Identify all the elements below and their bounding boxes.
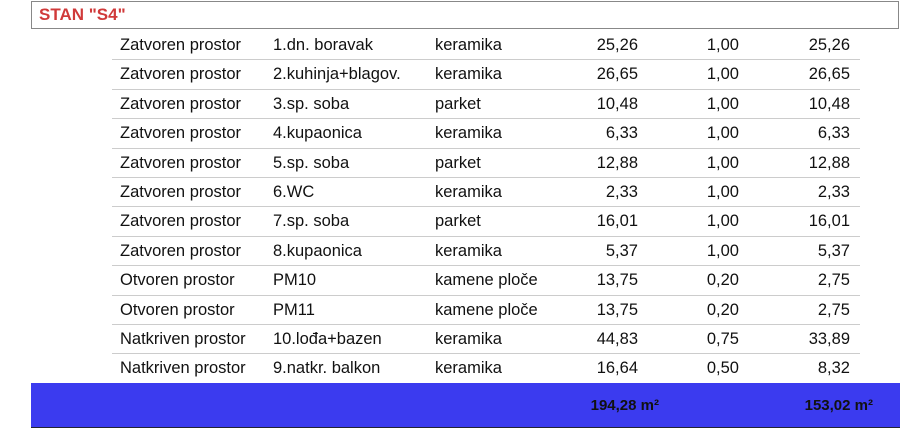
floor-material: parket (435, 94, 481, 113)
room-name: 6.WC (273, 182, 315, 201)
space-type: Otvoren prostor (120, 271, 235, 290)
area: 10,48 (596, 94, 638, 113)
total-gross-area: 194,28 m² (590, 397, 659, 414)
room-name: 9.natkr. balkon (273, 359, 381, 378)
table-row: Zatvoren prostor 3.sp. soba parket 10,48 1,0… (112, 90, 860, 120)
space-type: Zatvoren prostor (120, 153, 242, 172)
coefficient: 1,00 (706, 241, 739, 260)
room-name: 3.sp. soba (273, 94, 350, 113)
area: 13,75 (596, 300, 638, 319)
floor-material: keramika (435, 65, 502, 84)
table-row: Zatvoren prostor 5.sp. soba parket 12,88 1,0… (112, 149, 860, 178)
room-name: 4.kupaonica (273, 124, 362, 143)
table-row: Otvoren prostor PM11 kamene ploče 13,75 0,20… (112, 296, 860, 325)
room-name: 5.sp. soba (273, 153, 350, 172)
floor-material: kamene ploče (435, 300, 538, 319)
room-name: 10.lođa+bazen (273, 329, 382, 348)
room-name: PM10 (273, 271, 317, 290)
space-type: Zatvoren prostor (120, 182, 242, 201)
table-row: Otvoren prostor PM10 kamene ploče 13,75 0,20… (112, 266, 860, 296)
table-row: Zatvoren prostor 6.WC keramika 2,33 1,00 2,33 (112, 178, 860, 208)
floor-material: parket (435, 212, 481, 231)
coefficient: 1,00 (706, 94, 739, 113)
space-type: Natkriven prostor (120, 359, 246, 378)
space-type: Zatvoren prostor (120, 241, 242, 260)
coefficient: 0,50 (706, 359, 739, 378)
table-row: Zatvoren prostor 4.kupaonica keramika 6,33 1… (112, 119, 860, 149)
floor-material: keramika (435, 36, 502, 54)
net-area: 6,33 (817, 124, 850, 143)
net-area: 25,26 (808, 36, 850, 54)
space-type: Zatvoren prostor (120, 94, 242, 113)
floor-material: keramika (435, 124, 502, 143)
coefficient: 1,00 (706, 36, 739, 54)
floor-material: parket (435, 153, 481, 172)
table-row: Zatvoren prostor 8.kupaonica keramika 5,37 1… (112, 237, 860, 267)
net-area: 2,75 (817, 300, 850, 319)
coefficient: 0,75 (706, 329, 739, 348)
space-type: Zatvoren prostor (120, 65, 242, 84)
net-area: 12,88 (808, 153, 850, 172)
table-row: Zatvoren prostor 1.dn. boravak keramika 25,… (112, 31, 860, 61)
table-row: Zatvoren prostor 7.sp. soba parket 16,01 1,0… (112, 207, 860, 237)
room-name: 2.kuhinja+blagov. (273, 65, 401, 84)
area: 6,33 (605, 124, 638, 143)
room-name: PM11 (273, 300, 315, 319)
area: 44,83 (596, 329, 638, 348)
coefficient: 1,00 (706, 182, 739, 201)
room-name: 1.dn. boravak (273, 36, 373, 54)
area: 13,75 (596, 271, 638, 290)
space-type: Zatvoren prostor (120, 212, 242, 231)
coefficient: 0,20 (706, 271, 739, 290)
space-type: Otvoren prostor (120, 300, 235, 319)
coefficient: 1,00 (706, 65, 739, 84)
area: 2,33 (605, 182, 638, 201)
net-area: 2,75 (817, 271, 850, 290)
area: 5,37 (605, 241, 638, 260)
net-area: 2,33 (817, 182, 850, 201)
area: 16,01 (596, 212, 638, 231)
room-name: 8.kupaonica (273, 241, 362, 260)
floor-material: keramika (435, 182, 502, 201)
table-row: Zatvoren prostor 2.kuhinja+blagov. keramik… (112, 60, 860, 90)
coefficient: 1,00 (706, 124, 739, 143)
table-row: Natkriven prostor 10.lođa+bazen keramika 44… (112, 325, 860, 355)
section-title-box: STAN "S4" (31, 1, 899, 29)
floor-material: kamene ploče (435, 271, 538, 290)
net-area: 26,65 (808, 65, 850, 84)
table-row: Natkriven prostor 9.natkr. balkon keramika… (112, 354, 860, 383)
net-area: 16,01 (808, 212, 850, 231)
area: 12,88 (596, 153, 638, 172)
section-title: STAN "S4" (39, 5, 126, 24)
area: 25,26 (596, 36, 638, 54)
area: 26,65 (596, 65, 638, 84)
floor-material: keramika (435, 359, 502, 378)
space-type: Natkriven prostor (120, 329, 246, 348)
rooms-table: Zatvoren prostor 1.dn. boravak keramika 25,… (112, 31, 860, 384)
coefficient: 0,20 (706, 300, 739, 319)
space-type: Zatvoren prostor (120, 36, 242, 54)
total-net-area: 153,02 m² (804, 397, 873, 414)
floor-material: keramika (435, 329, 502, 348)
coefficient: 1,00 (706, 153, 739, 172)
area: 16,64 (596, 359, 638, 378)
net-area: 8,32 (817, 359, 850, 378)
totals-row: 194,28 m² 153,02 m² (31, 383, 900, 428)
net-area: 10,48 (808, 94, 850, 113)
room-name: 7.sp. soba (273, 212, 350, 231)
coefficient: 1,00 (706, 212, 739, 231)
floor-material: keramika (435, 241, 502, 260)
space-type: Zatvoren prostor (120, 124, 242, 143)
net-area: 5,37 (817, 241, 850, 260)
net-area: 33,89 (808, 329, 850, 348)
